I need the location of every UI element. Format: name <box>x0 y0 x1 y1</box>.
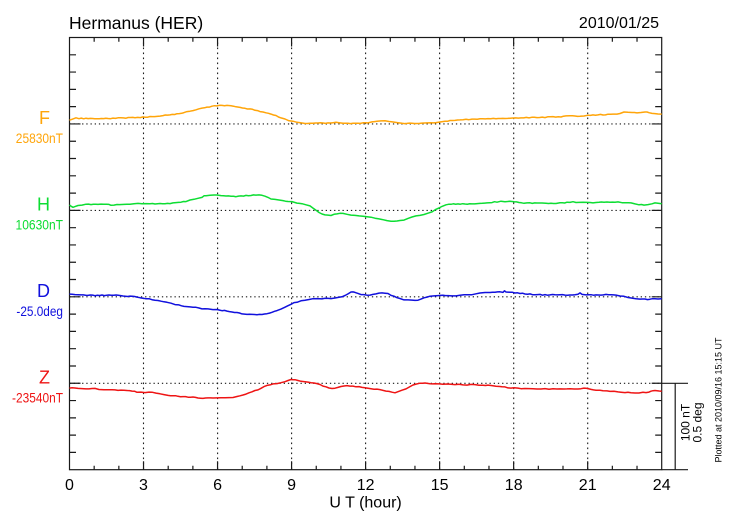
svg-text:-23540nT: -23540nT <box>12 389 63 405</box>
svg-text:U T (hour): U T (hour) <box>329 495 401 512</box>
svg-text:24: 24 <box>653 477 671 494</box>
svg-text:100 nT: 100 nT <box>679 403 693 441</box>
svg-text:6: 6 <box>213 477 222 494</box>
svg-text:H: H <box>37 195 50 215</box>
svg-text:12: 12 <box>357 477 375 494</box>
svg-text:9: 9 <box>287 477 296 494</box>
svg-text:Z: Z <box>39 368 50 388</box>
svg-text:-25.0deg: -25.0deg <box>16 303 63 319</box>
svg-text:F: F <box>39 108 50 128</box>
svg-text:D: D <box>37 281 50 301</box>
svg-text:2010/01/25: 2010/01/25 <box>579 15 659 32</box>
svg-text:25830nT: 25830nT <box>16 130 64 146</box>
svg-text:15: 15 <box>431 477 449 494</box>
svg-text:0: 0 <box>65 477 74 494</box>
svg-text:Plotted at 2010/09/16 15:15 UT: Plotted at 2010/09/16 15:15 UT <box>714 337 724 463</box>
svg-text:Hermanus (HER): Hermanus (HER) <box>69 13 203 33</box>
svg-text:0.5 deg: 0.5 deg <box>691 402 705 442</box>
svg-text:10630nT: 10630nT <box>16 216 64 232</box>
svg-text:18: 18 <box>505 477 523 494</box>
svg-text:3: 3 <box>139 477 148 494</box>
svg-text:21: 21 <box>579 477 597 494</box>
